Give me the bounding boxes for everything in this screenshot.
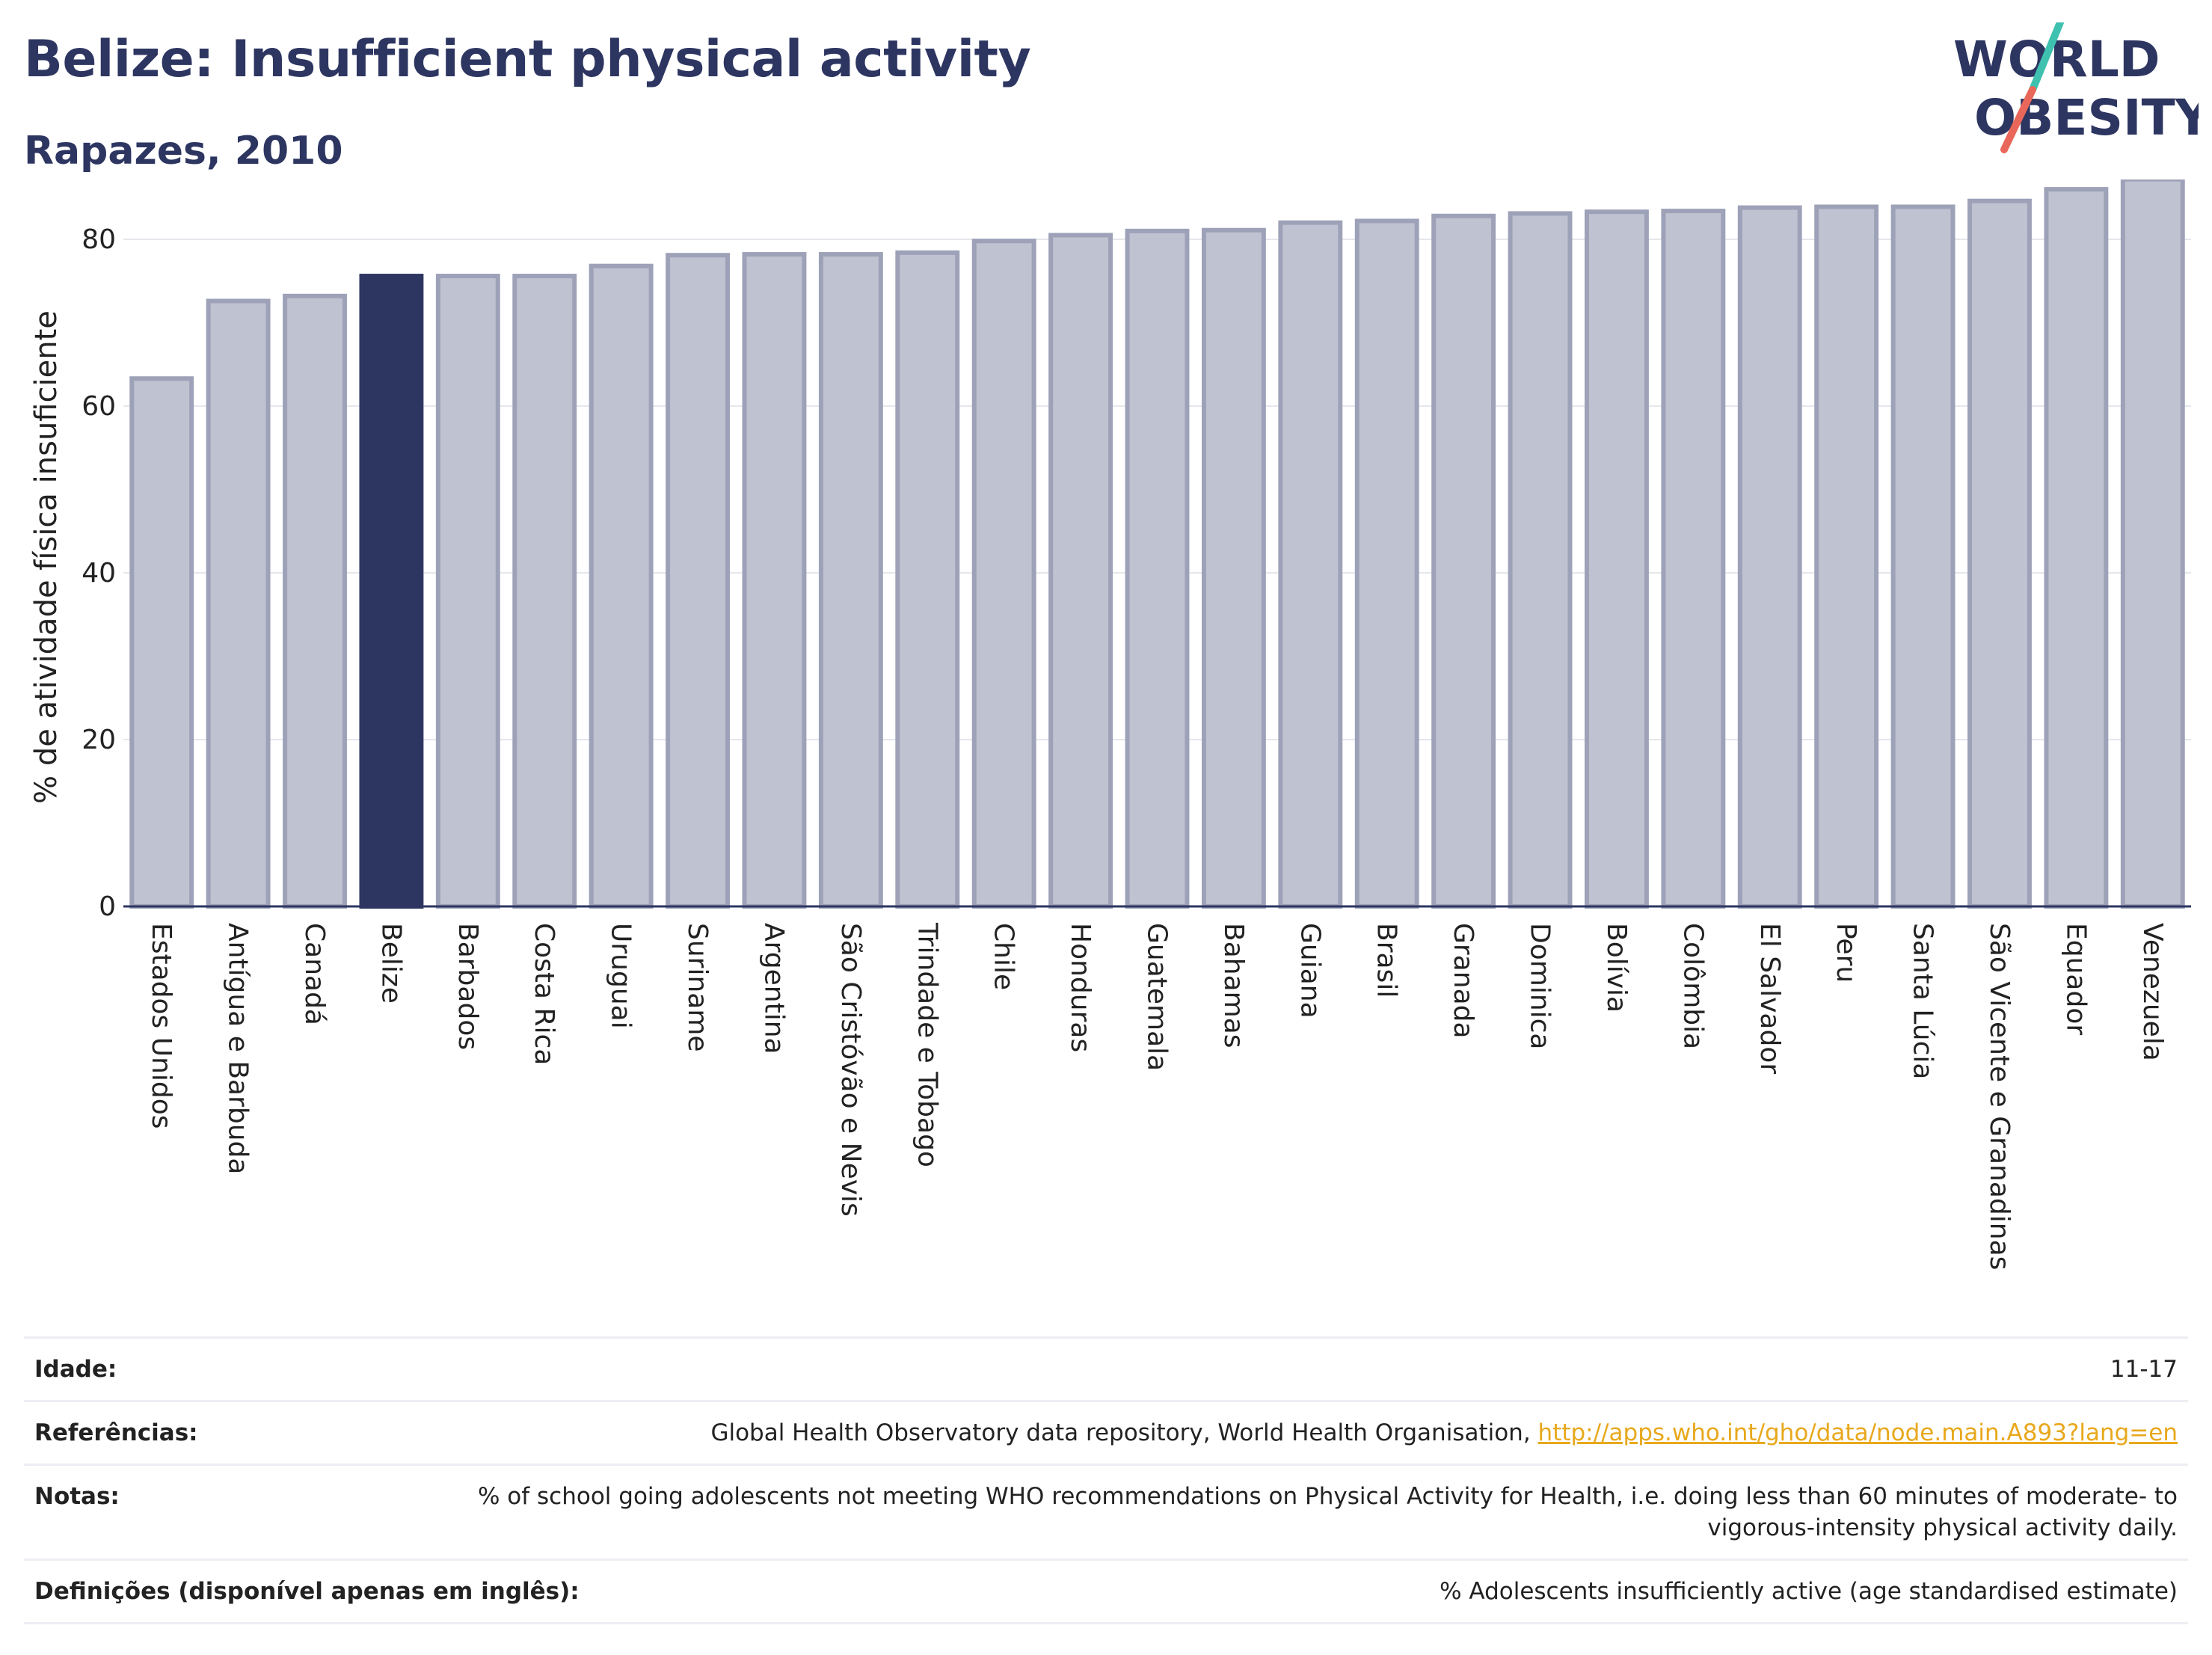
x-tick-label: Chile: [989, 923, 1019, 990]
bar: [2120, 179, 2185, 909]
x-tick-label: São Vicente e Granadinas: [1984, 923, 2015, 1270]
x-tick-label: Costa Rica: [529, 923, 559, 1065]
bar: [1354, 218, 1419, 909]
x-tick-label: Uruguai: [606, 923, 636, 1029]
bar: [206, 298, 271, 909]
y-tick-label: 60: [82, 391, 116, 422]
info-row-definitions: Definições (disponível apenas em inglês)…: [24, 1559, 2188, 1624]
x-tick-label: Brasil: [1371, 923, 1402, 998]
bars: [129, 179, 2185, 909]
bar-highlight: [359, 274, 424, 909]
x-tick-label: Bolívia: [1601, 923, 1632, 1013]
x-tick-label: El Salvador: [1754, 923, 1785, 1074]
info-row-references: Referências: Global Health Observatory d…: [24, 1400, 2188, 1464]
info-value: % Adolescents insufficiently active (age…: [1440, 1578, 2178, 1605]
bar: [1585, 209, 1649, 909]
info-value: 11-17: [2110, 1356, 2178, 1383]
x-tick-label: Estados Unidos: [146, 923, 176, 1129]
info-label: Notas:: [34, 1483, 120, 1510]
bar: [1967, 198, 2032, 909]
bar: [1737, 205, 1802, 909]
y-tick-label: 80: [82, 224, 116, 255]
x-tick-label: Granada: [1448, 923, 1478, 1039]
bar: [2044, 187, 2109, 909]
bar: [1431, 213, 1496, 909]
y-tick-label: 20: [82, 725, 116, 755]
bar: [1508, 211, 1573, 909]
x-tick-label: Canadá: [299, 923, 330, 1025]
info-table: Idade: 11-17 Referências: Global Health …: [24, 1336, 2188, 1624]
info-row-age: Idade: 11-17: [24, 1336, 2188, 1400]
x-tick-label: Colômbia: [1677, 923, 1708, 1049]
bar: [1201, 227, 1266, 909]
bar: [666, 253, 730, 909]
x-tick-label: Suriname: [682, 923, 713, 1052]
bar: [1048, 233, 1113, 909]
bar: [1125, 228, 1190, 909]
x-tick-label: Guiana: [1294, 923, 1325, 1019]
y-axis-label: % de atividade física insuficiente: [29, 310, 64, 804]
bar: [435, 274, 500, 909]
x-tick-label: Peru: [1831, 923, 1861, 983]
x-tick-label: Honduras: [1065, 923, 1096, 1052]
info-value: % of school going adolescents not meetin…: [477, 1483, 2178, 1541]
world-obesity-logo: WORLD OBESITY: [1953, 22, 2199, 153]
logo-slash-red: [2000, 86, 2036, 153]
bar: [1814, 204, 1879, 909]
bar: [283, 293, 347, 909]
bar: [1278, 220, 1343, 909]
bar: [1890, 204, 1956, 909]
x-tick-label: Barbados: [452, 923, 483, 1050]
x-tick-label: Santa Lúcia: [1908, 923, 1938, 1079]
bar: [818, 252, 883, 909]
bar: [1661, 209, 1726, 909]
info-label: Idade:: [34, 1356, 117, 1383]
chart-title: Belize: Insufficient physical activity: [24, 30, 1031, 89]
logo-slash-teal: [2029, 22, 2064, 93]
x-tick-label: Venezuela: [2137, 923, 2168, 1061]
info-label: Referências:: [34, 1419, 198, 1446]
x-tick-label: Belize: [375, 923, 406, 1004]
x-tick-label: Equador: [2060, 923, 2091, 1035]
x-tick-label: Guatemala: [1142, 923, 1173, 1071]
y-tick-label: 0: [99, 891, 116, 922]
bar: [742, 252, 807, 909]
reference-link[interactable]: http://apps.who.int/gho/data/node.main.A…: [1537, 1419, 2178, 1446]
x-tick-label: Bahamas: [1218, 923, 1249, 1048]
info-label: Definições (disponível apenas em inglês)…: [34, 1578, 580, 1605]
category-labels: Estados Unidos Antígua e Barbuda Canadá Bel…: [146, 922, 2168, 1270]
chart-subtitle: Rapazes, 2010: [24, 129, 343, 174]
x-tick-label: Trindade e Tobago: [912, 922, 942, 1167]
reference-text: Global Health Observatory data repositor…: [710, 1419, 1538, 1446]
axes: 0 20 40 60 80: [82, 224, 2191, 922]
bar: [971, 239, 1036, 909]
info-value: Global Health Observatory data repositor…: [710, 1417, 2178, 1449]
x-tick-label: Antígua e Barbuda: [223, 923, 254, 1174]
y-tick-label: 40: [82, 558, 116, 589]
x-tick-label: Argentina: [758, 923, 789, 1054]
x-tick-label: Dominica: [1525, 923, 1555, 1050]
bar-chart: 0 20 40 60 80 Estados Unidos Antígua e Barbud…: [29, 179, 2191, 1270]
bar: [512, 274, 577, 909]
info-row-notes: Notas: % of school going adolescents not…: [24, 1464, 2188, 1559]
bar: [895, 250, 960, 909]
bar: [129, 376, 194, 909]
bar: [589, 263, 654, 909]
x-tick-label: São Cristóvão e Nevis: [835, 923, 866, 1217]
